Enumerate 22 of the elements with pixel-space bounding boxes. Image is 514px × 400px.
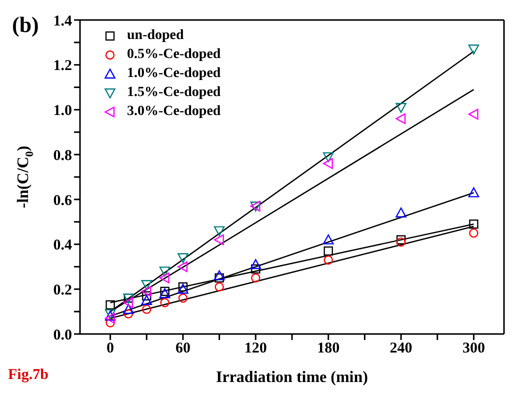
x-tick-label: 120 xyxy=(244,340,267,357)
legend-label: 0.5%-Ce-doped xyxy=(127,46,221,62)
y-tick-label: 1.4 xyxy=(53,13,72,30)
y-tick-label: 1.2 xyxy=(53,58,72,74)
text: (b) xyxy=(12,12,39,38)
y-tick-label: 0.4 xyxy=(53,238,72,254)
y-tick-label: 0.6 xyxy=(53,192,72,209)
y-tick-label: 1.0 xyxy=(53,103,72,120)
legend-label: un-doped xyxy=(127,28,184,44)
y-tick-label: 0.0 xyxy=(53,327,72,344)
legend-label: 1.5%-Ce-doped xyxy=(127,84,221,100)
x-tick-label: 180 xyxy=(317,340,340,357)
x-tick-label: 60 xyxy=(175,340,190,357)
x-axis-title: Irradiation time (min) xyxy=(216,369,368,386)
y-tick-label: 0.8 xyxy=(53,148,72,164)
legend-label: 3.0%-Ce-doped xyxy=(127,104,221,120)
y-tick-label: 0.2 xyxy=(53,282,72,298)
x-tick-label: 0 xyxy=(106,340,114,357)
legend-label: 1.0%-Ce-doped xyxy=(127,66,221,82)
x-tick-label: 240 xyxy=(390,340,412,357)
caption: Fig.7b xyxy=(8,367,48,384)
x-tick-label: 300 xyxy=(462,340,485,357)
